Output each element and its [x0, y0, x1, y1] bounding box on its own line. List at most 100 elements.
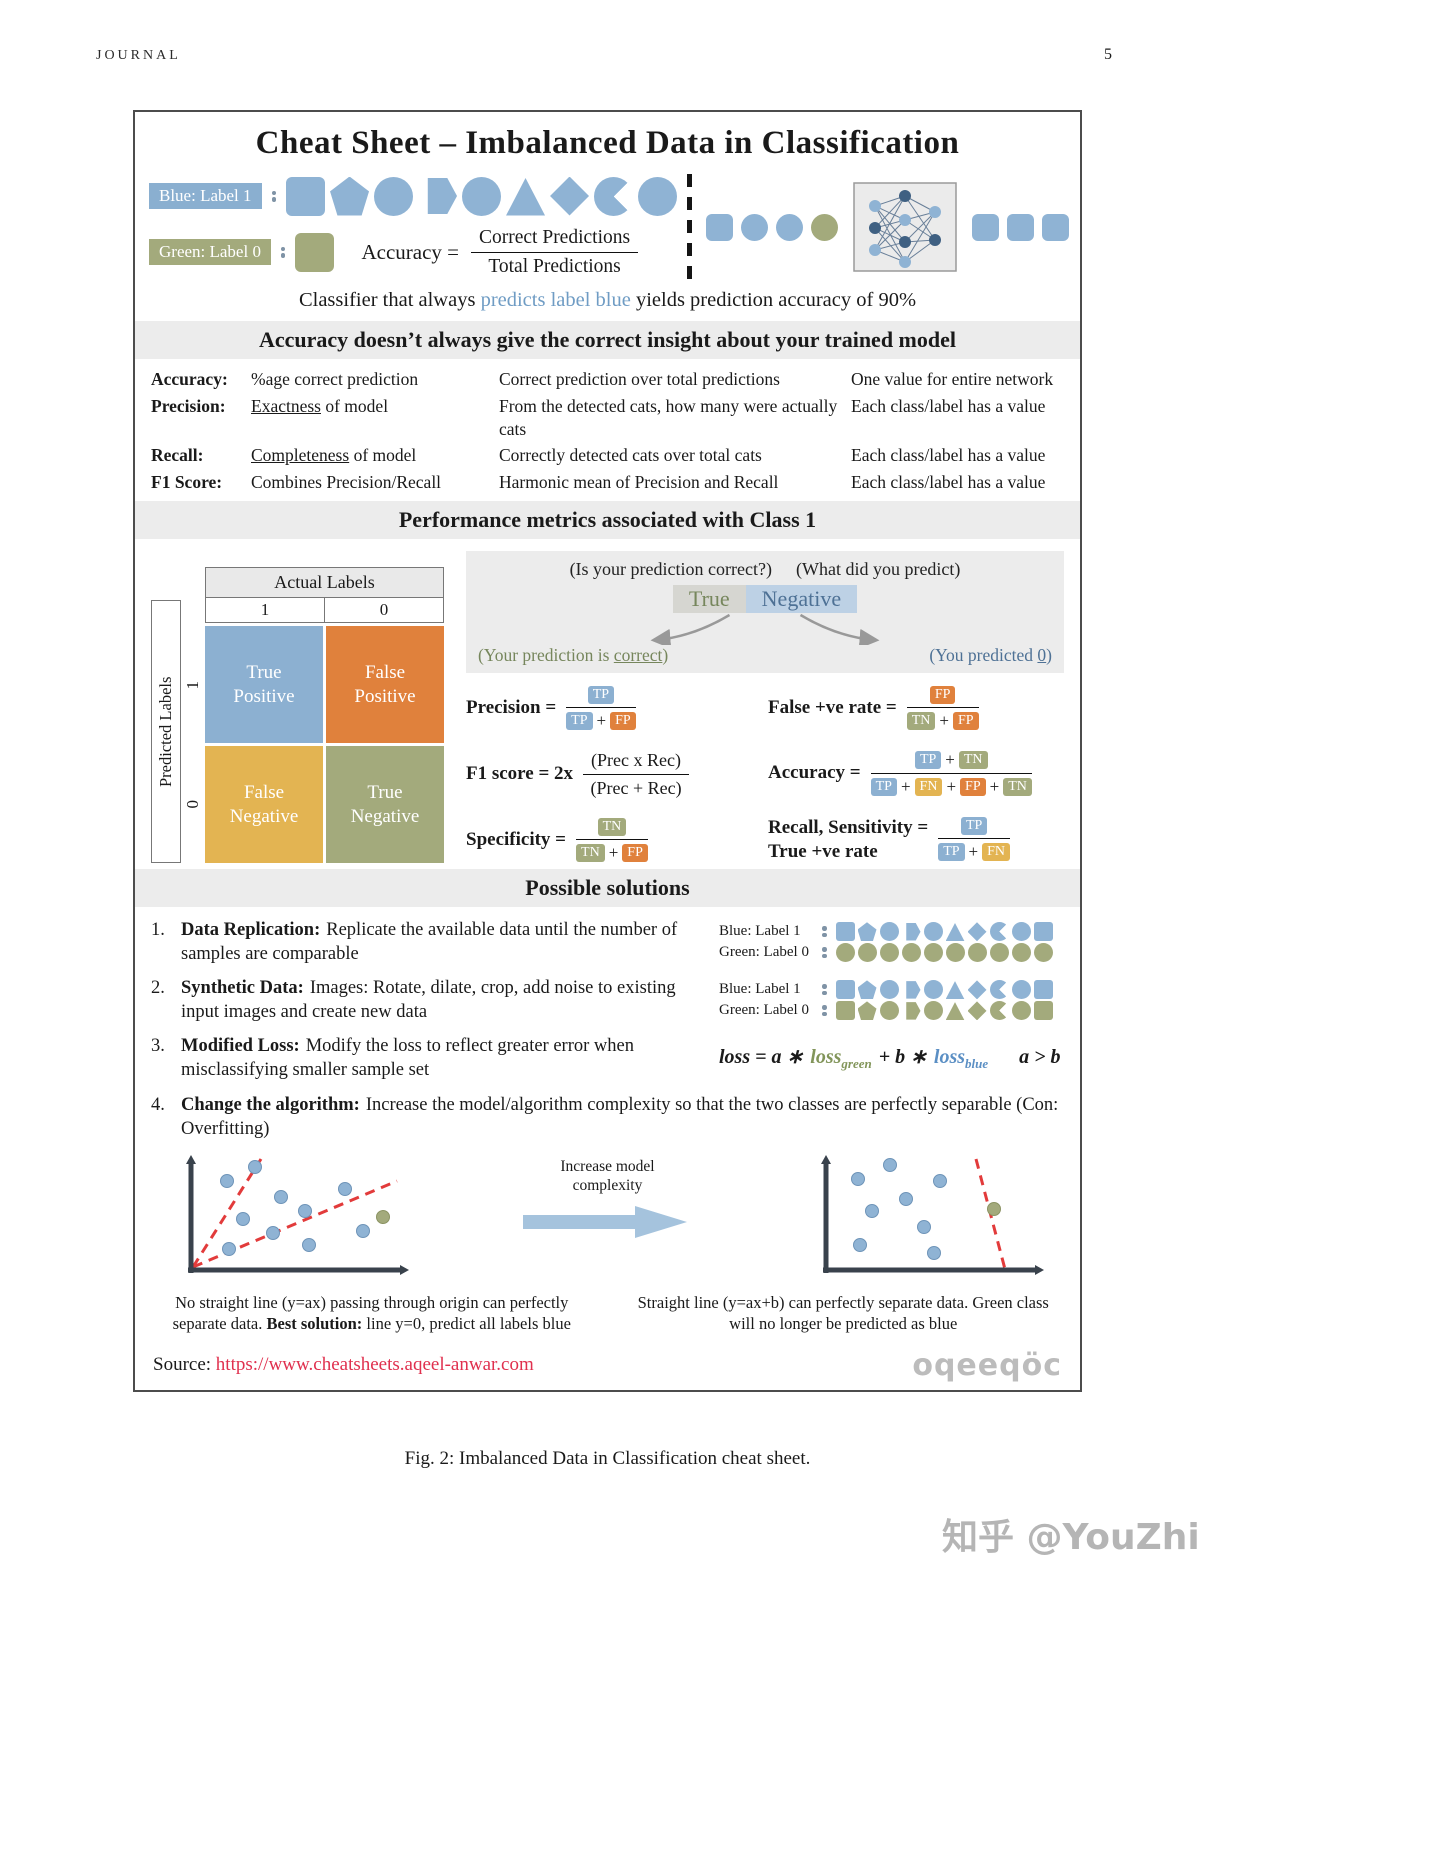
- metric-term-label: F1 Score:: [151, 472, 223, 492]
- accuracy-fraction-badges: TP + TN TP + FN + FP + TN: [870, 749, 1032, 797]
- source-link[interactable]: https://www.cheatsheets.aqeel-anwar.com: [215, 1354, 534, 1375]
- explainer-question-predict: (What did you predict): [795, 558, 961, 579]
- shape-circle-icon: [857, 943, 877, 963]
- shape-circle-icon: [638, 176, 678, 216]
- metric-definition: Exactness of model: [251, 395, 389, 416]
- solution-text: Change the algorithm: Increase the model/…: [181, 1094, 1059, 1139]
- plus-sign: +: [968, 842, 979, 861]
- shape-circle-icon: [923, 922, 943, 942]
- tp-badge: TP: [938, 843, 965, 861]
- shape-pacman-icon: [989, 1001, 1009, 1021]
- ratio-marker-icon: [822, 926, 827, 938]
- blue-legend-line: Blue: Label 1: [719, 980, 1064, 1000]
- ratio-marker-icon: [280, 246, 286, 258]
- metric-term-accuracy: Accuracy: %age correct prediction: [151, 368, 499, 391]
- metric-term-recall: Recall: Completeness of model: [151, 444, 499, 467]
- shape-square-icon: [835, 980, 855, 1000]
- solution-synthetic-data: 2. Synthetic Data: Images: Rotate, dilate…: [151, 976, 707, 1024]
- metric-explanation: Correctly detected cats over total cats: [499, 445, 762, 466]
- performance-section: Predicted Labels 1 0 Actual Labels 1 0 T…: [135, 539, 1080, 870]
- source-label: Source:: [153, 1354, 216, 1375]
- accuracy-formula-label: Accuracy =: [768, 762, 861, 784]
- note-pre: Classifier that always: [298, 289, 481, 311]
- cheatsheet-figure: Cheat Sheet – Imbalanced Data in Classif…: [133, 110, 1082, 1392]
- metric-definition: Combines Precision/Recall: [251, 472, 442, 492]
- plus-sign: +: [945, 749, 955, 769]
- green-shapes-row: [835, 1001, 1053, 1021]
- f1-label: F1 score = 2x: [466, 763, 574, 785]
- metric-scope: Each class/label has a value: [851, 395, 1046, 416]
- shape-square-icon: [1042, 213, 1070, 241]
- shape-circle-icon: [923, 943, 943, 963]
- journal-header: JOURNAL: [96, 48, 181, 63]
- note-prediction-correct: (Your prediction is correct): [478, 644, 669, 665]
- shape-circle-icon: [741, 213, 769, 241]
- loss-mid: + b ∗: [878, 1046, 927, 1069]
- shape-circle-icon: [811, 213, 839, 241]
- accuracy-denominator: Total Predictions: [488, 255, 621, 277]
- predicted-label-0: 0: [183, 799, 202, 809]
- shape-pacman-icon: [989, 980, 1009, 1000]
- shape-square-icon: [972, 213, 1000, 241]
- shape-circle-icon: [923, 980, 943, 1000]
- source-row: Source: https://www.cheatsheets.aqeel-an…: [135, 1335, 1080, 1383]
- green-legend-line: Green: Label 0: [719, 943, 1064, 963]
- formula-accuracy: Accuracy = TP + TN TP + FN + FP + TN: [768, 750, 1064, 797]
- fp-badge: FP: [960, 777, 986, 796]
- confusion-matrix-grid: Actual Labels 1 0 True Positive False Po…: [205, 567, 444, 864]
- shape-hexagon-icon: [906, 981, 921, 999]
- source-line: Source: https://www.cheatsheets.aqeel-an…: [153, 1354, 534, 1376]
- right-scatter-plot: [821, 1154, 1044, 1275]
- neural-network-icon: [853, 182, 957, 272]
- explainer-questions: (Is your prediction correct?) (What did …: [474, 559, 1056, 580]
- formulas-column: (Is your prediction correct?) (What did …: [466, 550, 1064, 864]
- solution-modified-loss: 3. Modified Loss: Modify the loss to refl…: [151, 1034, 707, 1082]
- shape-diamond-icon: [967, 1001, 987, 1021]
- shape-square-icon: [295, 232, 335, 272]
- true-word: True: [672, 584, 746, 613]
- shape-square-icon: [1033, 922, 1053, 942]
- true-negative-cell: True Negative: [326, 746, 444, 864]
- fp-badge: FP: [610, 711, 636, 730]
- legend-demo-section: Blue: Label 1 Green: Label 0 Accuracy =: [135, 162, 1080, 280]
- ratio-marker-icon: [271, 190, 277, 202]
- solution-number: 2.: [151, 978, 165, 999]
- shape-pacman-icon: [989, 922, 1009, 942]
- green-class-row: Green: Label 0 Accuracy = Correct Predic…: [149, 227, 677, 278]
- shape-circle-icon: [945, 943, 965, 963]
- actual-label-values: 1 0: [205, 598, 444, 624]
- solution-number: 3.: [151, 1036, 165, 1057]
- classifier-note: Classifier that always predicts label bl…: [135, 289, 1080, 312]
- metric-explanation: Harmonic mean of Precision and Recall: [499, 472, 779, 492]
- loss-blue-term: lossblue: [933, 1046, 989, 1072]
- formula-specificity: Specificity = TN TN + FP: [466, 817, 762, 863]
- fpr-label: False +ve rate =: [768, 697, 897, 719]
- fp-badge: FP: [622, 843, 648, 862]
- shape-square-icon: [1033, 980, 1053, 1000]
- shape-square-icon: [1033, 1001, 1053, 1021]
- shape-circle-icon: [1011, 922, 1031, 942]
- actual-label-1: 1: [205, 598, 325, 624]
- banner-accuracy-insight: Accuracy doesn’t always give the correct…: [135, 321, 1080, 359]
- legend-green-chip: Green: Label 0: [149, 239, 271, 265]
- figure-caption: Fig. 2: Imbalanced Data in Classificatio…: [404, 1448, 811, 1469]
- tn-badge: TN: [597, 817, 627, 836]
- tp-badge: TP: [587, 685, 615, 704]
- banner-possible-solutions: Possible solutions: [135, 869, 1080, 908]
- blue-legend-line: Blue: Label 1: [719, 922, 1064, 942]
- accuracy-fraction: Correct Predictions Total Predictions: [471, 227, 639, 278]
- actual-labels-header: Actual Labels: [205, 567, 444, 599]
- metric-definition: Completeness of model: [251, 445, 417, 466]
- shape-square-icon: [1007, 213, 1035, 241]
- shape-circle-icon: [879, 943, 899, 963]
- modified-loss-formula: loss = a ∗ lossgreen + b ∗ lossblue a > …: [719, 1044, 1064, 1072]
- metric-term-label: Precision:: [151, 395, 226, 416]
- formula-precision: Precision = TP TP + FP: [466, 685, 762, 731]
- metric-term-label: Recall:: [151, 445, 204, 466]
- shape-square-icon: [706, 213, 734, 241]
- fn-badge: FN: [914, 777, 943, 796]
- formulas-left-column: Precision = TP TP + FP F1 score = 2x (Prec…: [466, 685, 762, 864]
- true-negative-words: True Negative: [474, 584, 1056, 613]
- metric-definition: %age correct prediction: [251, 369, 419, 389]
- complexity-arrow-block: Increase model complexity: [501, 1157, 715, 1241]
